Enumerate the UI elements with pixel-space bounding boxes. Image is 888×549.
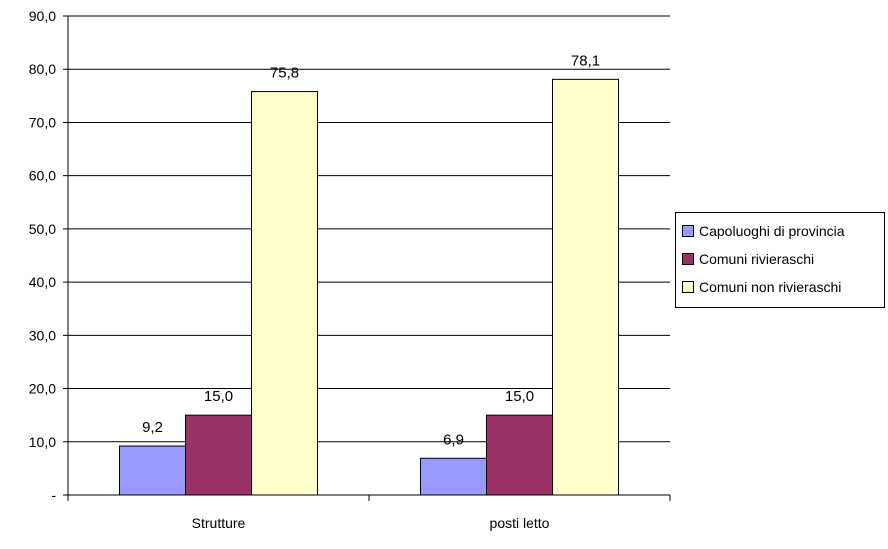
y-tick-label: 50,0: [29, 221, 56, 237]
bar: [119, 445, 186, 496]
data-label: 6,9: [443, 431, 464, 448]
y-tick-label: 10,0: [29, 434, 56, 450]
y-tick-label: 30,0: [29, 327, 56, 343]
legend-swatch: [682, 253, 694, 265]
data-label: 78,1: [571, 52, 600, 69]
bar: [552, 78, 619, 496]
y-tick-label: 20,0: [29, 381, 56, 397]
x-tick-label: posti letto: [490, 515, 550, 531]
bar: [251, 91, 318, 496]
legend-label: Capoluoghi di provincia: [699, 223, 845, 239]
legend-swatch: [682, 225, 694, 237]
bar: [185, 414, 252, 496]
data-label: 9,2: [142, 419, 163, 436]
bar: [420, 457, 487, 496]
y-tick-label: 60,0: [29, 168, 56, 184]
bar: [486, 414, 553, 496]
legend-item: Comuni rivieraschi: [682, 245, 884, 273]
legend-swatch: [682, 281, 694, 293]
data-label: 15,0: [204, 388, 233, 405]
y-tick-label: 40,0: [29, 274, 56, 290]
legend: Capoluoghi di provincia Comuni rivierasch…: [675, 212, 885, 308]
legend-label: Comuni non rivieraschi: [699, 279, 842, 295]
y-tick-label: 90,0: [29, 8, 56, 24]
y-tick-label: 80,0: [29, 61, 56, 77]
data-label: 75,8: [270, 65, 299, 82]
x-tick-label: Strutture: [192, 515, 246, 531]
y-tick-label: 70,0: [29, 114, 56, 130]
legend-item: Capoluoghi di provincia: [682, 217, 884, 245]
data-label: 15,0: [505, 388, 534, 405]
legend-item: Comuni non rivieraschi: [682, 273, 884, 301]
legend-label: Comuni rivieraschi: [699, 251, 815, 267]
y-tick-label: -: [51, 487, 56, 503]
